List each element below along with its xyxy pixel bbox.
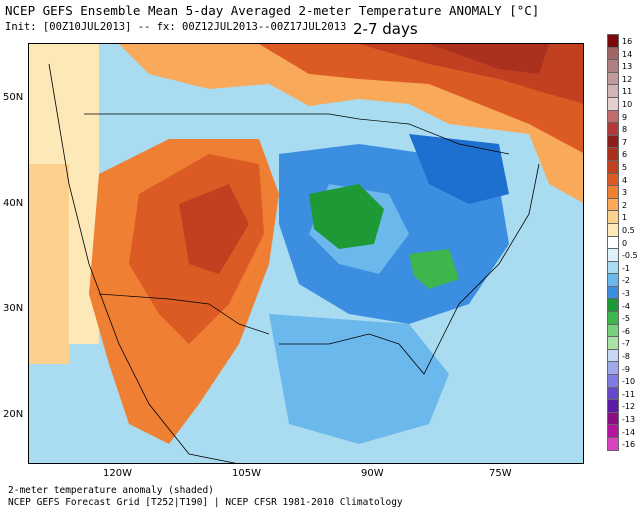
colorbar-label: 0 <box>622 238 628 248</box>
colorbar-swatch <box>607 437 619 451</box>
colorbar-label: -16 <box>622 440 636 450</box>
colorbar-swatch <box>607 285 619 300</box>
colorbar-swatch <box>607 311 619 325</box>
colorbar-label: 16 <box>622 37 633 46</box>
lat-label-40n: 40N <box>3 198 24 209</box>
colorbar-label: -5 <box>622 314 630 324</box>
lon-label-75w: 75W <box>489 468 512 479</box>
colorbar-label: 11 <box>622 87 633 97</box>
anomaly-field <box>29 44 583 463</box>
lon-label-90w: 90W <box>361 468 384 479</box>
colorbar-label: -1 <box>622 263 630 273</box>
colorbar-swatch <box>607 235 619 250</box>
lat-label-30n: 30N <box>3 303 24 314</box>
colorbar-label: 14 <box>622 49 633 59</box>
colorbar-swatch <box>607 185 619 199</box>
colorbar-label: 3 <box>622 188 628 198</box>
colorbar-swatch <box>607 424 619 438</box>
colorbar-label: -6 <box>622 326 630 336</box>
lat-label-20n: 20N <box>3 409 24 420</box>
colorbar-label: 6 <box>622 150 628 160</box>
colorbar-swatch <box>607 122 619 136</box>
colorbar-swatch <box>607 59 619 73</box>
colorbar-swatch <box>607 222 619 237</box>
colorbar-swatch <box>607 134 619 149</box>
colorbar-label: -3 <box>622 289 630 298</box>
colorbar-swatch <box>607 34 619 48</box>
lon-label-105w: 105W <box>232 468 261 479</box>
colorbar-swatch <box>607 336 619 350</box>
colorbar-swatch <box>607 71 619 86</box>
colorbar-swatch <box>607 84 619 98</box>
colorbar-label: 5 <box>622 163 628 172</box>
colorbar-label: -4 <box>622 301 630 311</box>
forecast-period: 2-7 days <box>353 20 418 38</box>
colorbar-label: -0.5 <box>622 251 638 261</box>
colorbar-label: 8 <box>622 125 628 135</box>
colorbar-swatch <box>607 46 619 61</box>
colorbar-label: 1 <box>622 213 628 223</box>
colorbar-swatch <box>607 411 619 426</box>
colorbar-label: -14 <box>622 427 636 437</box>
colorbar-swatch <box>607 374 619 388</box>
footer-line-1: 2-meter temperature anomaly (shaded) <box>8 485 214 496</box>
colorbar-label: 7 <box>622 137 628 147</box>
colorbar-swatch <box>607 197 619 212</box>
colorbar-swatch <box>607 386 619 401</box>
colorbar-label: 10 <box>622 100 633 109</box>
colorbar-label: -13 <box>622 415 636 424</box>
colorbar-swatch <box>607 210 619 224</box>
lat-label-50n: 50N <box>3 92 24 103</box>
colorbar-swatch <box>607 96 619 111</box>
footer-line-2: NCEP GEFS Forecast Grid [T252|T190] | NC… <box>8 497 403 508</box>
colorbar-label: -10 <box>622 377 636 387</box>
colorbar-label: 13 <box>622 62 633 72</box>
colorbar-label: 4 <box>622 175 628 185</box>
colorbar-label: -8 <box>622 352 630 361</box>
colorbar-swatch <box>607 147 619 161</box>
colorbar-label: -2 <box>622 276 630 286</box>
colorbar-label: -9 <box>622 364 630 374</box>
chart-title: NCEP GEFS Ensemble Mean 5-day Averaged 2… <box>5 3 540 18</box>
anomaly-map <box>28 43 584 464</box>
colorbar <box>607 34 619 451</box>
colorbar-swatch <box>607 298 619 313</box>
colorbar-swatch <box>607 109 619 124</box>
colorbar-swatch <box>607 172 619 187</box>
lon-label-120w: 120W <box>103 468 132 479</box>
colorbar-swatch <box>607 361 619 376</box>
colorbar-swatch <box>607 260 619 275</box>
init-forecast-line: Init: [00Z10JUL2013] -- fx: 00Z12JUL2013… <box>5 21 347 33</box>
colorbar-swatch <box>607 159 619 174</box>
colorbar-swatch <box>607 399 619 413</box>
colorbar-label: 0.5 <box>622 226 635 235</box>
colorbar-swatch <box>607 323 619 338</box>
colorbar-label: 2 <box>622 200 628 210</box>
colorbar-label: -7 <box>622 339 630 349</box>
colorbar-swatch <box>607 273 619 287</box>
colorbar-label: -11 <box>622 389 636 399</box>
colorbar-swatch <box>607 348 619 363</box>
colorbar-label: -12 <box>622 402 636 412</box>
colorbar-swatch <box>607 248 619 262</box>
colorbar-label: 12 <box>622 74 633 84</box>
colorbar-label: 9 <box>622 112 628 122</box>
